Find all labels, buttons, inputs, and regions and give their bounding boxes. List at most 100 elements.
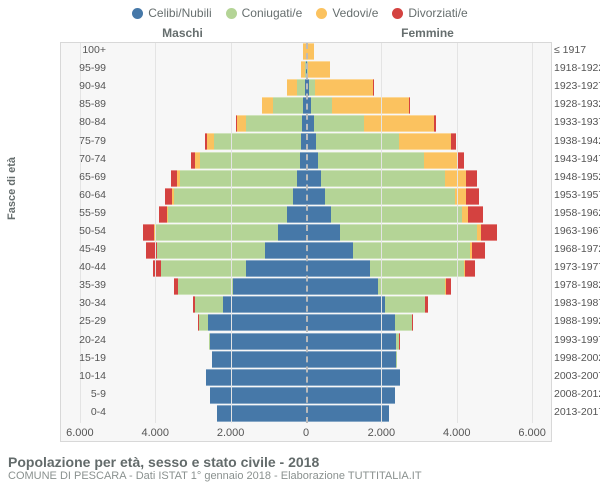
bar-segment: [306, 170, 321, 187]
bar-segment: [278, 224, 306, 241]
bar-segment: [425, 296, 428, 313]
females-bar: [306, 133, 551, 151]
age-label: 90-94: [60, 80, 106, 92]
bar-segment: [331, 206, 463, 223]
bar-segment: [199, 314, 208, 331]
bar-segment: [385, 296, 425, 313]
age-label: 0-4: [60, 406, 106, 418]
age-label: 30-34: [60, 297, 106, 309]
bar-segment: [212, 351, 306, 368]
bar-segment: [214, 133, 301, 150]
x-tick-label: 6.000: [518, 427, 546, 439]
birth-year-label: ≤ 1917: [554, 44, 600, 56]
age-label: 75-79: [60, 135, 106, 147]
bar-segment: [458, 152, 465, 169]
females-bar: [306, 405, 551, 423]
bar-segment: [353, 242, 470, 259]
bar-segment: [180, 170, 297, 187]
bar-segment: [306, 188, 325, 205]
birth-year-label: 1953-1957: [554, 189, 600, 201]
birth-year-label: 1993-1997: [554, 334, 600, 346]
age-label: 95-99: [60, 62, 106, 74]
age-label: 20-24: [60, 334, 106, 346]
females-bar: [306, 43, 551, 61]
x-tick-label: 4.000: [141, 427, 169, 439]
bar-segment: [316, 133, 399, 150]
age-label: 5-9: [60, 388, 106, 400]
birth-year-label: 1923-1927: [554, 80, 600, 92]
legend-swatch: [132, 8, 143, 19]
birth-year-label: 2013-2017: [554, 406, 600, 418]
age-label: 50-54: [60, 225, 106, 237]
bar-segment: [287, 79, 297, 96]
age-label: 15-19: [60, 352, 106, 364]
bar-segment: [200, 152, 300, 169]
birth-year-label: 1988-1992: [554, 315, 600, 327]
females-bar: [306, 260, 551, 278]
females-bar: [306, 206, 551, 224]
bar-segment: [306, 224, 340, 241]
bar-segment: [168, 206, 287, 223]
bar-segment: [297, 79, 305, 96]
legend-item: Coniugati/e: [226, 6, 303, 20]
females-bar: [306, 333, 551, 351]
bar-segment: [308, 61, 331, 78]
bar-segment: [466, 188, 479, 205]
legend-item: Vedovi/e: [316, 6, 378, 20]
bar-segment: [223, 296, 306, 313]
bar-segment: [466, 170, 477, 187]
birth-year-label: 1968-1972: [554, 243, 600, 255]
bar-segment: [306, 242, 353, 259]
birth-year-label: 1928-1932: [554, 98, 600, 110]
bar-segment: [287, 206, 306, 223]
birth-year-label: 1933-1937: [554, 116, 600, 128]
legend-label: Coniugati/e: [242, 6, 303, 20]
bar-segment: [155, 224, 278, 241]
bar-segment: [364, 115, 434, 132]
legend: Celibi/NubiliConiugati/eVedovi/eDivorzia…: [0, 0, 600, 20]
bar-segment: [233, 278, 307, 295]
bar-segment: [237, 115, 246, 132]
x-tick-label: 0: [303, 427, 309, 439]
bar-segment: [159, 206, 168, 223]
females-bar: [306, 351, 551, 369]
gridline: [381, 43, 382, 423]
females-bar: [306, 115, 551, 133]
females-bar: [306, 224, 551, 242]
bar-segment: [210, 333, 306, 350]
females-bar: [306, 314, 551, 332]
bar-segment: [195, 296, 223, 313]
bar-segment: [262, 97, 273, 114]
birth-year-label: 1918-1922: [554, 62, 600, 74]
males-header: Maschi: [60, 26, 305, 40]
age-label: 25-29: [60, 315, 106, 327]
birth-year-label: 2008-2012: [554, 388, 600, 400]
bar-segment: [472, 242, 486, 259]
age-label: 100+: [60, 44, 106, 56]
bar-segment: [314, 115, 365, 132]
x-tick-label: 2.000: [368, 427, 396, 439]
bar-segment: [174, 188, 293, 205]
gridline: [231, 43, 232, 423]
females-bar: [306, 242, 551, 260]
legend-label: Vedovi/e: [332, 6, 378, 20]
bar-segment: [434, 115, 436, 132]
bar-segment: [446, 278, 452, 295]
females-bar: [306, 188, 551, 206]
bar-segment: [165, 188, 173, 205]
age-label: 80-84: [60, 116, 106, 128]
bar-segment: [409, 97, 410, 114]
birth-year-label: 1963-1967: [554, 225, 600, 237]
bar-segment: [306, 351, 396, 368]
bar-segment: [325, 188, 455, 205]
legend-item: Celibi/Nubili: [132, 6, 211, 20]
females-bar: [306, 61, 551, 79]
bar-segment: [321, 170, 445, 187]
bar-segment: [311, 97, 332, 114]
birth-year-label: 1998-2002: [554, 352, 600, 364]
bar-segment: [210, 387, 306, 404]
bar-segment: [306, 405, 389, 422]
females-bar: [306, 278, 551, 296]
chart-title: Popolazione per età, sesso e stato civil…: [8, 454, 592, 470]
bar-segment: [246, 115, 303, 132]
